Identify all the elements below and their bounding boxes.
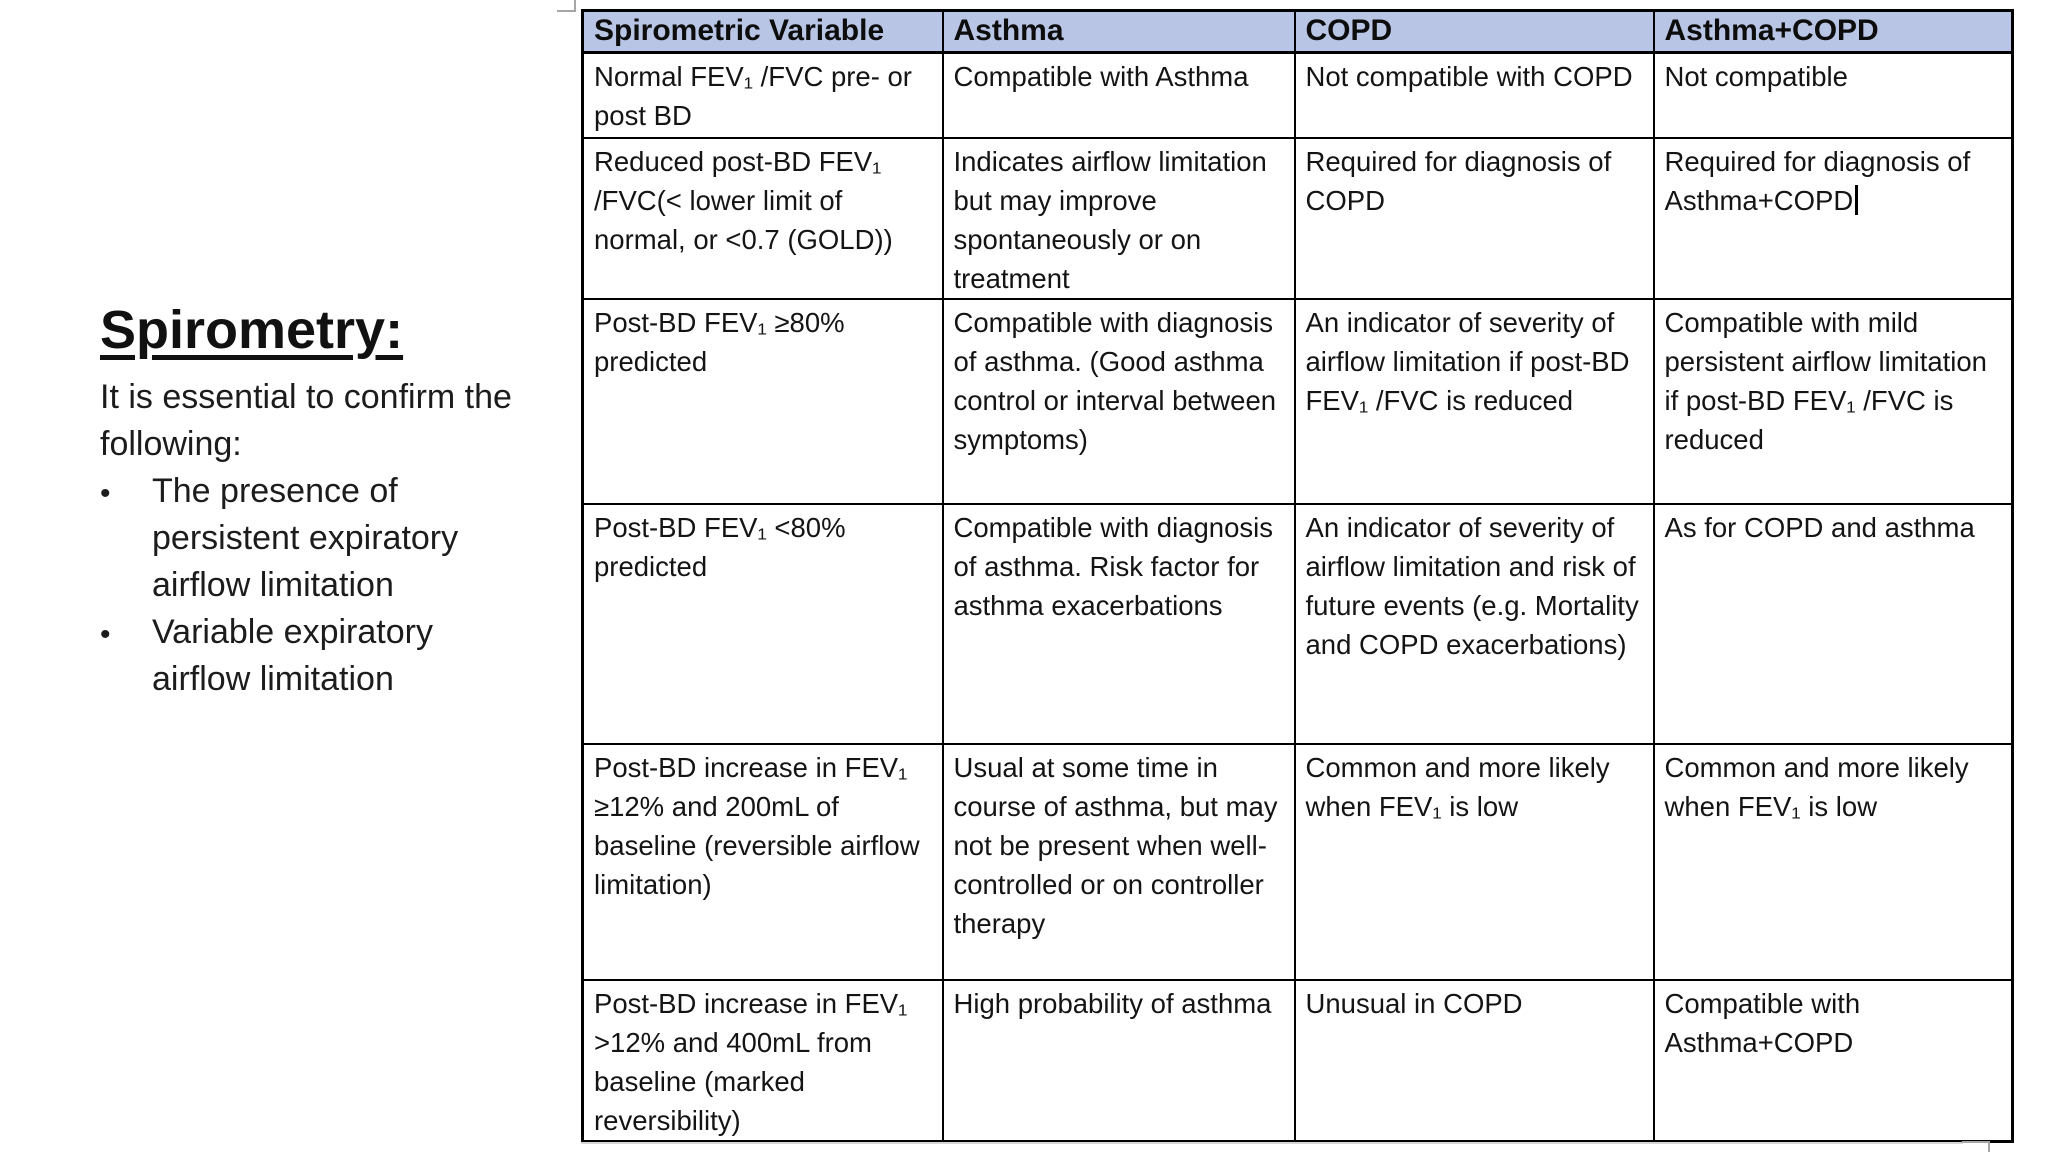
- intro-text[interactable]: It is essential to confirm the following…: [100, 378, 512, 463]
- table-cell[interactable]: Common and more likely when FEV₁ is low: [1652, 742, 2014, 981]
- table-cell[interactable]: An indicator of severity of airflow limi…: [1293, 297, 1655, 505]
- list-item[interactable]: • Variable expiratory airflow limitation: [100, 609, 605, 703]
- table-cell[interactable]: Compatible with Asthma: [941, 51, 1296, 139]
- table-cell[interactable]: Indicates airflow limitation but may imp…: [941, 136, 1296, 300]
- header-cell-asthma[interactable]: Asthma: [941, 9, 1296, 54]
- list-item[interactable]: • The presence of persistent expiratory …: [100, 468, 605, 609]
- table-cell[interactable]: Reduced post-BD FEV₁ /FVC(< lower limit …: [581, 136, 944, 300]
- table-cell[interactable]: Compatible with diagnosis of asthma. Ris…: [941, 502, 1296, 745]
- header-cell-asthma-copd[interactable]: Asthma+COPD: [1652, 9, 2014, 54]
- page-title[interactable]: Spirometry:: [100, 300, 404, 360]
- table-cell[interactable]: Required for diagnosis of COPD: [1293, 136, 1655, 300]
- table-cell[interactable]: Post-BD increase in FEV₁ >12% and 400mL …: [581, 978, 944, 1142]
- table-cell[interactable]: High probability of asthma: [941, 978, 1296, 1142]
- bullet-icon: •: [100, 477, 111, 510]
- table-cell[interactable]: Compatible with diagnosis of asthma. (Go…: [941, 297, 1296, 505]
- cell-text: Required for diagnosis of Asthma+COPD: [1664, 145, 1971, 216]
- placeholder-corner-bottom-right-icon: [1962, 1141, 1990, 1152]
- table-row: Post-BD increase in FEV₁ >12% and 400mL …: [581, 978, 2014, 1142]
- table-header-row: Spirometric Variable Asthma COPD Asthma+…: [581, 9, 2014, 54]
- table-cell[interactable]: Normal FEV₁ /FVC pre- or post BD: [581, 51, 944, 139]
- table-cell[interactable]: Unusual in COPD: [1293, 978, 1655, 1142]
- table-cell[interactable]: An indicator of severity of airflow limi…: [1293, 502, 1655, 745]
- spirometry-table: Spirometric Variable Asthma COPD Asthma+…: [581, 9, 2014, 1143]
- table-row: Post-BD FEV₁ ≥80% predicted Compatible w…: [581, 297, 2014, 505]
- bullet-text: Variable expiratory airflow limitation: [152, 613, 433, 698]
- table-cell[interactable]: As for COPD and asthma: [1652, 502, 2014, 745]
- table-cell[interactable]: Not compatible: [1652, 51, 2014, 139]
- table-cell-editing[interactable]: Required for diagnosis of Asthma+COPD: [1652, 136, 2014, 300]
- bullet-text: The presence of persistent expiratory ai…: [152, 472, 459, 604]
- table-row: Normal FEV₁ /FVC pre- or post BD Compati…: [581, 51, 2014, 139]
- bullet-icon: •: [100, 618, 111, 651]
- table-row: Post-BD FEV₁ <80% predicted Compatible w…: [581, 502, 2014, 745]
- header-cell-copd[interactable]: COPD: [1293, 9, 1655, 54]
- header-cell-spirometric-variable[interactable]: Spirometric Variable: [581, 9, 944, 54]
- table-cell[interactable]: Common and more likely when FEV₁ is low: [1293, 742, 1655, 981]
- table-row: Reduced post-BD FEV₁ /FVC(< lower limit …: [581, 136, 2014, 300]
- table-cell[interactable]: Post-BD FEV₁ ≥80% predicted: [581, 297, 944, 505]
- text-cursor: [1855, 184, 1859, 215]
- spirometry-note: Spirometry: It is essential to confirm t…: [100, 298, 605, 703]
- table-cell[interactable]: Usual at some time in course of asthma, …: [941, 742, 1296, 981]
- table-cell[interactable]: Compatible with Asthma+COPD: [1652, 978, 2014, 1142]
- table-cell[interactable]: Post-BD FEV₁ <80% predicted: [581, 502, 944, 745]
- placeholder-bottom-edge: [581, 1142, 1963, 1144]
- placeholder-corner-top-left-icon: [557, 0, 576, 12]
- table-cell[interactable]: Compatible with mild persistent airflow …: [1652, 297, 2014, 505]
- table-cell[interactable]: Not compatible with COPD: [1293, 51, 1655, 139]
- table-cell[interactable]: Post-BD increase in FEV₁ ≥12% and 200mL …: [581, 742, 944, 981]
- table-row: Post-BD increase in FEV₁ ≥12% and 200mL …: [581, 742, 2014, 981]
